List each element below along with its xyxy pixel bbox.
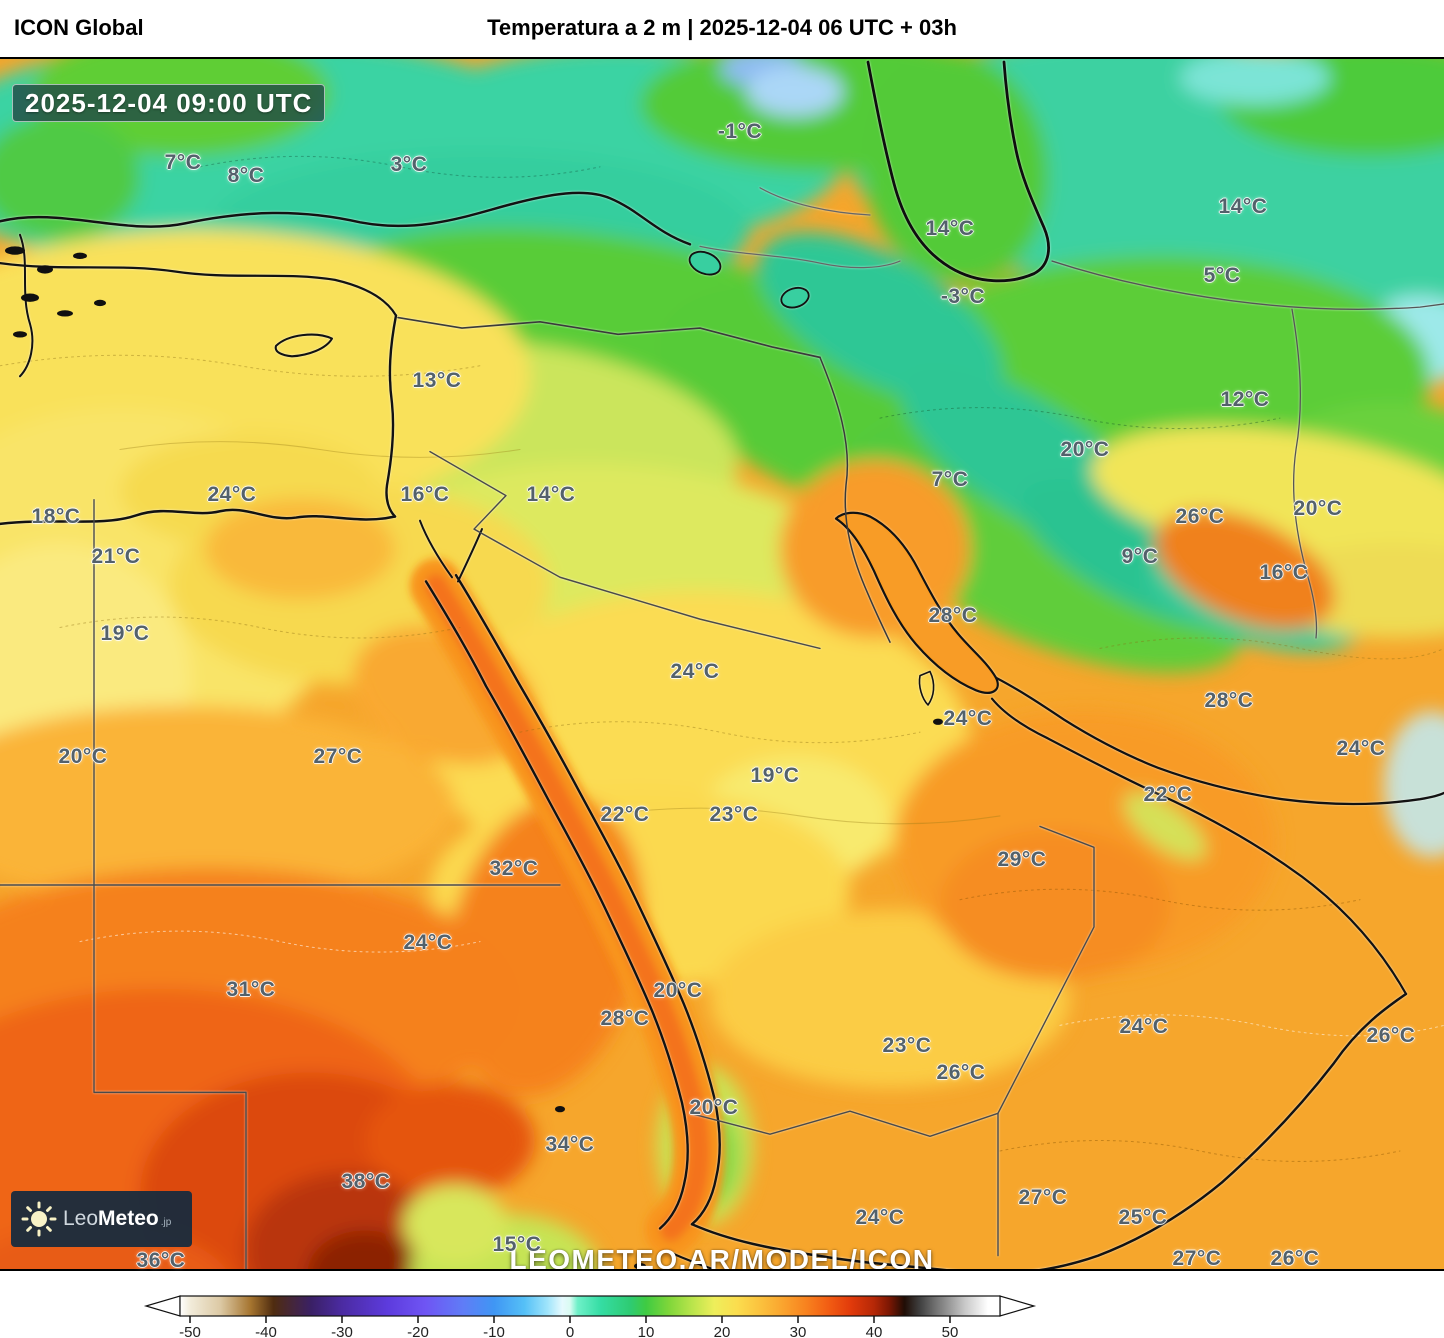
timestamp-text: 2025-12-04 09:00 UTC [25,87,313,118]
watermark: LEOMETEO.AR/MODEL/ICON [509,1244,935,1271]
temperature-field-graphic [0,59,1444,1269]
svg-text:40: 40 [866,1324,883,1338]
svg-text:-20: -20 [407,1324,429,1338]
svg-text:0: 0 [566,1324,574,1338]
svg-text:-30: -30 [331,1324,353,1338]
svg-text:30: 30 [790,1324,807,1338]
model-name: ICON Global [14,15,144,40]
colorbar-ticks: -50 -40 -30 -20 -10 0 10 20 30 40 50 [179,1316,958,1338]
logo-part-meteo: Meteo [98,1207,159,1230]
svg-text:-40: -40 [255,1324,277,1338]
sun-icon [21,1201,57,1237]
logo-text: Leo Meteo .jp [63,1207,171,1231]
svg-text:50: 50 [942,1324,959,1338]
leometeo-logo: Leo Meteo .jp [11,1191,192,1247]
logo-suffix: .jp [160,1217,172,1228]
svg-text:-50: -50 [179,1324,201,1338]
svg-text:20: 20 [714,1324,731,1338]
timestamp-badge: 2025-12-04 09:00 UTC [12,84,326,122]
temperature-colorbar: -50 -40 -30 -20 -10 0 10 20 30 40 50 [143,1295,1037,1338]
weather-map: 2025-12-04 09:00 UTC LEOMETEO.AR/MODEL/I… [0,57,1444,1271]
svg-text:10: 10 [638,1324,655,1338]
header: ICON Global Temperatura a 2 m | 2025-12-… [0,0,1444,57]
logo-part-leo: Leo [63,1207,99,1230]
page-title: Temperatura a 2 m | 2025-12-04 06 UTC + … [487,15,957,40]
svg-text:-10: -10 [483,1324,505,1338]
